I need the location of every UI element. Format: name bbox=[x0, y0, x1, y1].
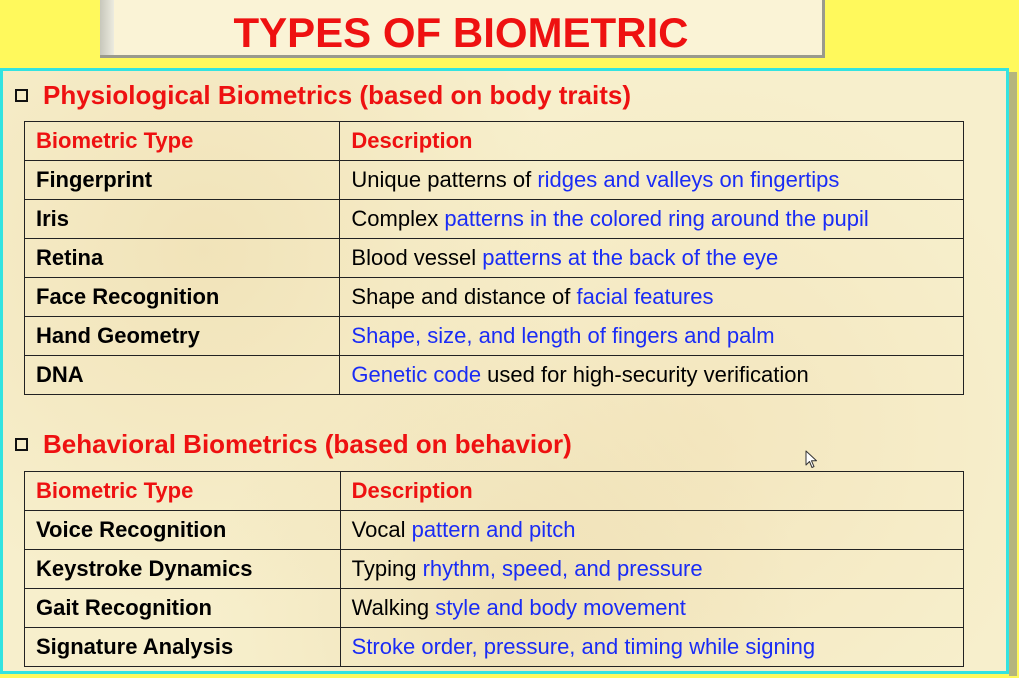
section-heading-text: Behavioral Biometrics (based on behavior… bbox=[43, 429, 572, 459]
description-cell: Blood vessel patterns at the back of the… bbox=[339, 238, 964, 278]
description-cell: Vocal pattern and pitch bbox=[339, 510, 965, 550]
header-description: Description bbox=[339, 471, 965, 511]
table-header-row: Biometric Type Description bbox=[23, 121, 964, 161]
table-row: Signature Analysis Stroke order, pressur… bbox=[24, 627, 965, 667]
table-row: Hand Geometry Shape, size, and length of… bbox=[23, 316, 964, 356]
description-highlight: pattern and pitch bbox=[411, 517, 576, 542]
checkbox-bullet-icon bbox=[15, 438, 28, 451]
table-row: Keystroke Dynamics Typing rhythm, speed,… bbox=[24, 549, 965, 589]
biometric-type-cell: Keystroke Dynamics bbox=[24, 549, 341, 589]
biometric-type-cell: DNA bbox=[23, 355, 341, 395]
description-highlight: ridges and valleys on fingertips bbox=[537, 167, 840, 192]
biometric-type-cell: Face Recognition bbox=[23, 277, 341, 317]
biometric-type-cell: Signature Analysis bbox=[24, 627, 341, 667]
mouse-pointer-icon bbox=[805, 450, 817, 468]
table-row: Fingerprint Unique patterns of ridges an… bbox=[23, 160, 964, 200]
header-biometric-type: Biometric Type bbox=[24, 471, 341, 511]
section-heading-behavioral: Behavioral Biometrics (based on behavior… bbox=[15, 429, 572, 460]
table-row: Iris Complex patterns in the colored rin… bbox=[23, 199, 964, 239]
table-row: Gait Recognition Walking style and body … bbox=[24, 588, 965, 628]
description-highlight: patterns in the colored ring around the … bbox=[444, 206, 869, 231]
description-highlight: patterns at the back of the eye bbox=[482, 245, 779, 270]
biometric-type-cell: Hand Geometry bbox=[23, 316, 341, 356]
description-highlight: Shape, size, and length of fingers and p… bbox=[351, 323, 775, 348]
description-cell: Shape, size, and length of fingers and p… bbox=[339, 316, 964, 356]
section-heading-text: Physiological Biometrics (based on body … bbox=[43, 80, 632, 110]
header-biometric-type: Biometric Type bbox=[23, 121, 341, 161]
description-cell: Shape and distance of facial features bbox=[339, 277, 964, 317]
description-highlight: Stroke order, pressure, and timing while… bbox=[351, 634, 816, 659]
description-cell: Complex patterns in the colored ring aro… bbox=[339, 199, 964, 239]
table-row: Retina Blood vessel patterns at the back… bbox=[23, 238, 964, 278]
panel-shadow bbox=[1009, 72, 1017, 676]
description-plain: Walking bbox=[351, 595, 436, 620]
title-banner: TYPES OF BIOMETRIC bbox=[100, 0, 825, 58]
table-header-row: Biometric Type Description bbox=[24, 471, 965, 511]
table-row: Face Recognition Shape and distance of f… bbox=[23, 277, 964, 317]
header-description: Description bbox=[339, 121, 964, 161]
content-panel: Physiological Biometrics (based on body … bbox=[0, 68, 1009, 674]
description-plain: Blood vessel bbox=[351, 245, 483, 270]
description-highlight: rhythm, speed, and pressure bbox=[422, 556, 703, 581]
description-highlight: facial features bbox=[576, 284, 714, 309]
description-cell: Unique patterns of ridges and valleys on… bbox=[339, 160, 964, 200]
physiological-table: Biometric Type Description Fingerprint U… bbox=[23, 121, 964, 395]
table-row: Voice Recognition Vocal pattern and pitc… bbox=[24, 510, 965, 550]
description-cell: Stroke order, pressure, and timing while… bbox=[339, 627, 965, 667]
description-suffix: used for high-security verification bbox=[481, 362, 809, 387]
biometric-type-cell: Fingerprint bbox=[23, 160, 341, 200]
biometric-type-cell: Gait Recognition bbox=[24, 588, 341, 628]
description-cell: Typing rhythm, speed, and pressure bbox=[339, 549, 965, 589]
checkbox-bullet-icon bbox=[15, 89, 28, 102]
description-plain: Shape and distance of bbox=[351, 284, 577, 309]
table-row: DNA Genetic code used for high-security … bbox=[23, 355, 964, 395]
description-plain: Vocal bbox=[351, 517, 412, 542]
biometric-type-cell: Retina bbox=[23, 238, 341, 278]
description-highlight: Genetic code bbox=[351, 362, 482, 387]
description-plain: Complex bbox=[351, 206, 445, 231]
page-title: TYPES OF BIOMETRIC bbox=[233, 9, 689, 56]
biometric-type-cell: Voice Recognition bbox=[24, 510, 341, 550]
biometric-type-cell: Iris bbox=[23, 199, 341, 239]
description-cell: Genetic code used for high-security veri… bbox=[339, 355, 964, 395]
behavioral-table: Biometric Type Description Voice Recogni… bbox=[24, 471, 965, 667]
description-plain: Unique patterns of bbox=[351, 167, 538, 192]
description-plain: Typing bbox=[351, 556, 423, 581]
description-highlight: style and body movement bbox=[435, 595, 686, 620]
section-heading-physiological: Physiological Biometrics (based on body … bbox=[15, 80, 631, 111]
description-cell: Walking style and body movement bbox=[339, 588, 965, 628]
